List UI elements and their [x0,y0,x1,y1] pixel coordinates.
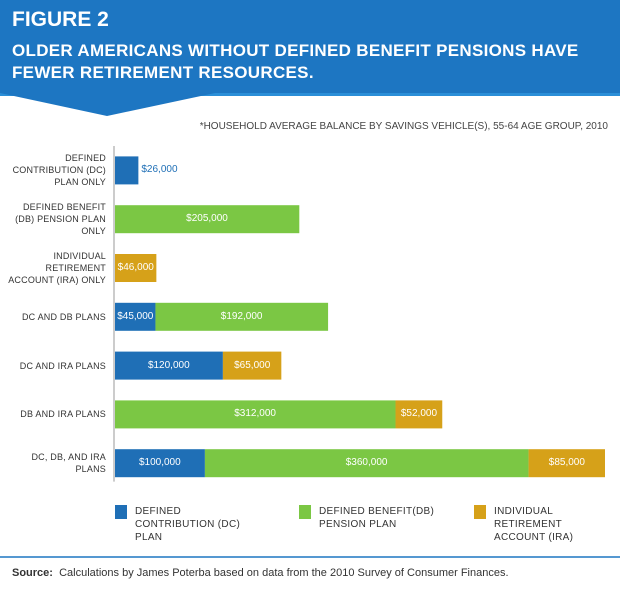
category-label: DC, DB, AND IRA PLANS [31,452,106,475]
bar-segment [115,351,223,380]
bar-segment [115,302,156,331]
bar-segment [115,400,396,429]
bar-segment [155,302,329,331]
chart-title: FIGURE 2 [12,8,109,31]
value-label: $26,000 [141,164,178,176]
category-label: DEFINED CONTRIBUTION (DC) PLAN ONLY [12,153,106,188]
chart-note: *HOUSEHOLD AVERAGE BALANCE BY SAVINGS VE… [199,121,608,132]
value-label: $85,000 [548,457,585,469]
value-label: $312,000 [234,408,276,420]
category-label: DB AND IRA PLANS [20,409,106,420]
value-label: $192,000 [220,310,263,322]
bar-segment [115,156,139,185]
value-label: $120,000 [147,359,190,371]
value-label: $205,000 [186,213,228,225]
header-banner [0,0,620,116]
legend-swatch [115,505,127,519]
source-label: Source: [12,567,53,579]
category-label: INDIVIDUAL RETIREMENT ACCOUNT (IRA) ONLY [8,251,106,285]
legend-label: INDIVIDUAL RETIREMENT ACCOUNT (IRA) [494,506,574,543]
bar-segment [115,254,157,282]
source-text: Calculations by James Poterba based on d… [59,567,509,579]
legend-label: DEFINED BENEFIT(DB) PENSION PLAN [319,506,435,530]
bar-segment [222,351,282,380]
value-label: $46,000 [117,262,154,273]
value-label: $100,000 [138,457,181,469]
value-label: $45,000 [117,310,154,322]
legend-swatch [299,505,311,519]
legend-label: DEFINED CONTRIBUTION (DC) PLAN [135,506,241,543]
bar-segment [528,449,605,478]
source: Source: Calculations by James Poterba ba… [12,567,509,579]
category-label: DC AND IRA PLANS [19,360,106,371]
legend-swatch [474,505,486,519]
value-label: $65,000 [234,359,271,371]
bar-segment [115,449,205,478]
bar-segment [204,449,529,478]
value-label: $360,000 [345,457,388,469]
chart-subtitle: OLDER AMERICANS WITHOUT DEFINED BENEFIT … [12,41,579,82]
bar-segment [395,400,443,429]
category-label: DC AND DB PLANS [21,311,106,322]
category-label: DEFINED BENEFIT (DB) PENSION PLAN ONLY [15,202,106,237]
value-label: $52,000 [400,408,438,420]
bar-segment [115,205,300,234]
